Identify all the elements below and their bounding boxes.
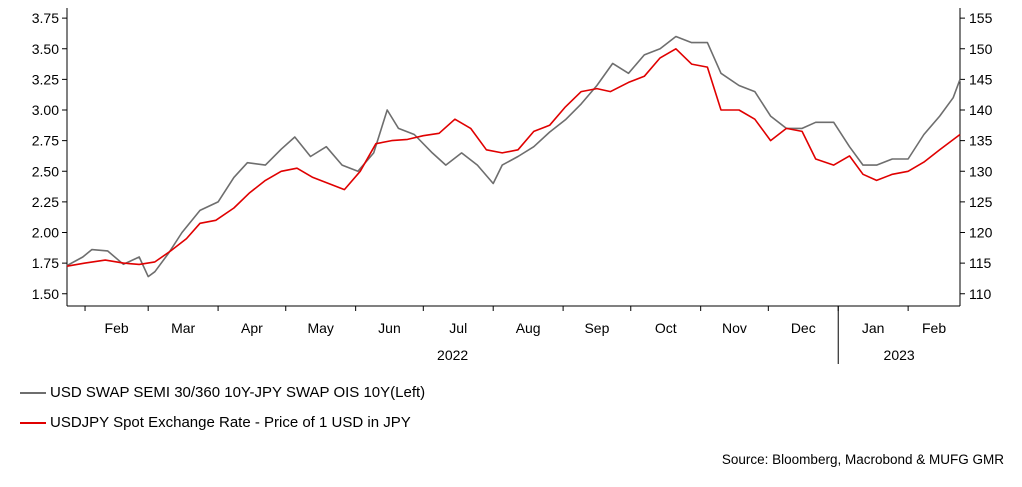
y-right-tick-label: 140 bbox=[969, 102, 993, 118]
y-right-tick-label: 110 bbox=[969, 286, 992, 302]
x-month-label: Aug bbox=[516, 320, 541, 336]
y-right-tick-label: 145 bbox=[969, 71, 993, 87]
x-year-label: 2023 bbox=[884, 347, 915, 363]
y-right-tick-label: 155 bbox=[969, 10, 993, 26]
y-left-tick-label: 2.75 bbox=[32, 133, 59, 149]
x-month-label: Oct bbox=[655, 320, 677, 336]
x-month-label: Jun bbox=[378, 320, 401, 336]
x-month-label: Feb bbox=[105, 320, 129, 336]
y-left-tick-label: 3.25 bbox=[32, 71, 59, 87]
chart-axes: 1.50 1.75 2.00 2.25 2.50 2.75 3.00 3.25 3.50 3.75… bbox=[32, 8, 993, 364]
dual-axis-line-chart: 1.50 1.75 2.00 2.25 2.50 2.75 3.00 3.25 3.50 3.75… bbox=[32, 8, 993, 364]
y-right-tick-label: 115 bbox=[969, 255, 992, 271]
source-note: Source: Bloomberg, Macrobond & MUFG GMR bbox=[721, 452, 1004, 467]
x-month-label: Feb bbox=[922, 320, 946, 336]
legend-swatch-red bbox=[20, 421, 46, 424]
x-month-label: Sep bbox=[584, 320, 609, 336]
x-month-label: Nov bbox=[722, 320, 747, 336]
y-left-tick-label: 3.75 bbox=[32, 10, 59, 26]
y-right-tick-label: 150 bbox=[969, 41, 993, 57]
x-month-label: Dec bbox=[791, 320, 816, 336]
y-left-tick-label: 1.50 bbox=[32, 286, 59, 302]
legend-label-swap-spread: USD SWAP SEMI 30/360 10Y-JPY SWAP OIS 10… bbox=[50, 384, 426, 401]
legend-item-swap-spread: USD SWAP SEMI 30/360 10Y-JPY SWAP OIS 10… bbox=[20, 384, 425, 401]
y-right-tick-label: 130 bbox=[969, 163, 993, 179]
y-left-tick-label: 3.00 bbox=[32, 102, 59, 118]
x-year-label: 2022 bbox=[437, 347, 468, 363]
y-left-tick-label: 3.50 bbox=[32, 41, 59, 57]
x-month-label: Apr bbox=[241, 320, 263, 336]
x-month-label: Jan bbox=[862, 320, 885, 336]
series-line-swap-spread bbox=[66, 35, 961, 278]
y-left-tick-label: 2.00 bbox=[32, 225, 59, 241]
y-left-tick-label: 2.50 bbox=[32, 163, 59, 179]
y-right-tick-label: 125 bbox=[969, 194, 993, 210]
y-right-tick-label: 135 bbox=[969, 133, 993, 149]
y-left-tick-label: 1.75 bbox=[32, 255, 59, 271]
series-line-usdjpy bbox=[66, 48, 961, 267]
chart-series bbox=[66, 35, 961, 278]
y-left-tick-label: 2.25 bbox=[32, 194, 59, 210]
legend-swatch-grey bbox=[20, 391, 46, 394]
y-right-tick-label: 120 bbox=[969, 225, 993, 241]
legend-label-usdjpy: USDJPY Spot Exchange Rate - Price of 1 U… bbox=[50, 414, 411, 431]
x-month-label: May bbox=[307, 320, 333, 336]
legend-item-usdjpy: USDJPY Spot Exchange Rate - Price of 1 U… bbox=[20, 414, 411, 431]
x-month-label: Mar bbox=[171, 320, 195, 336]
x-month-label: Jul bbox=[449, 320, 467, 336]
